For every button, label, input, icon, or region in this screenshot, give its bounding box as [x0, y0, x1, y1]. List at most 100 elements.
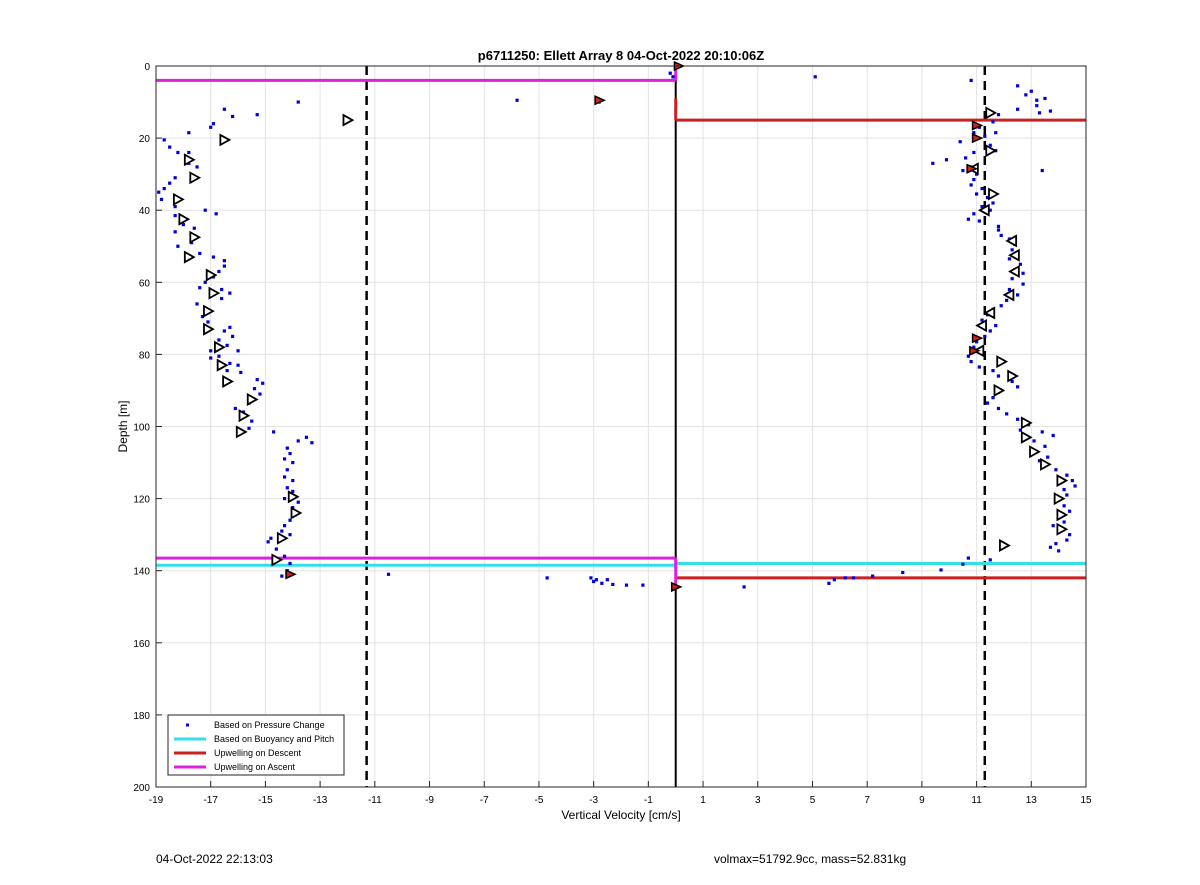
pressure-point [187, 150, 191, 155]
pressure-point [988, 329, 992, 333]
pressure-point [173, 214, 177, 218]
pressure-point [291, 506, 295, 510]
pressure-point [1018, 262, 1022, 266]
red-marker [971, 120, 984, 131]
pressure-point [1024, 93, 1028, 97]
pressure-point [282, 524, 287, 528]
pressure-point [969, 360, 973, 364]
pressure-point [988, 558, 992, 562]
x-tick-label: -3 [589, 795, 598, 806]
pressure-point [1065, 473, 1069, 477]
pressure-point [980, 204, 984, 209]
pressure-point [996, 406, 1001, 411]
pressure-point [996, 113, 1001, 117]
x-tick-label: -5 [534, 795, 543, 806]
pressure-point [274, 547, 278, 551]
descent-marker [1002, 288, 1015, 302]
ascent-marker [1040, 457, 1052, 471]
pressure-point [222, 264, 226, 268]
pressure-point [1046, 455, 1050, 459]
y-tick-label: 40 [139, 206, 151, 217]
pressure-point [1048, 545, 1053, 549]
pressure-point [1016, 385, 1020, 389]
pressure-point [961, 562, 965, 566]
pressure-point [974, 340, 979, 344]
pressure-point [222, 259, 226, 263]
pressure-point [624, 583, 629, 587]
pressure-point [230, 114, 235, 119]
pressure-point [1010, 248, 1014, 252]
grid [155, 65, 1087, 788]
pressure-point [1067, 509, 1072, 513]
pressure-point [181, 223, 185, 227]
pressure-point [972, 212, 976, 216]
pressure-point [1018, 428, 1022, 432]
pressure-point [1035, 104, 1039, 108]
pressure-point [988, 143, 992, 147]
ascent-marker [1056, 508, 1069, 522]
pressure-point [304, 435, 309, 439]
pressure-point [999, 304, 1003, 308]
ascent-marker [219, 133, 232, 147]
pressure-point [222, 107, 226, 111]
pressure-point [296, 439, 300, 443]
pressure-point [969, 183, 973, 187]
x-tick-labels: -19 -17 -15 -13 -11 -9 -7 -5 -3 -1 1 3 5 7 9 11 13 15 [149, 795, 1092, 806]
x-tick-label: -11 [368, 795, 382, 806]
pressure-point [813, 75, 817, 79]
legend-box [167, 714, 345, 776]
pressure-point [168, 181, 172, 185]
pressure-point [187, 131, 191, 135]
ascent-marker [290, 506, 303, 520]
pressure-point [1016, 293, 1020, 297]
x-tick-label: 11 [971, 795, 982, 806]
pressure-point [605, 578, 609, 582]
x-tick-label: 3 [755, 795, 761, 806]
pressure-point [189, 241, 194, 245]
ascent-marker [246, 392, 259, 406]
pressure-point [386, 572, 391, 576]
pressure-point [966, 354, 970, 358]
ascent-marker [999, 538, 1011, 552]
pressure-point [247, 426, 251, 430]
y-tick-label: 0 [144, 62, 150, 73]
pressure-point [972, 177, 976, 182]
x-tick-label: -13 [313, 795, 328, 806]
y-tick-label: 160 [133, 639, 150, 650]
y-axis-label: Depth [m] [116, 400, 130, 452]
pressure-point [282, 475, 287, 479]
pressure-point [157, 190, 161, 194]
pressure-point [296, 100, 300, 104]
pressure-point [222, 329, 226, 333]
pressure-point [1048, 109, 1053, 113]
pressure-point [972, 345, 976, 349]
y-tick-label: 60 [139, 278, 151, 289]
x-tick-label: -15 [258, 795, 273, 806]
pressure-point [282, 497, 287, 501]
x-tick-label: 7 [864, 795, 870, 806]
pressure-point [159, 197, 164, 201]
pressure-point [843, 576, 847, 580]
pressure-point [1007, 257, 1012, 261]
legend-label: Upwelling on Descent [214, 748, 302, 758]
descent-marker [977, 203, 990, 217]
pressure-point [217, 354, 221, 358]
pressure-point [871, 574, 875, 578]
pressure-point [611, 582, 615, 586]
pressure-point [236, 349, 240, 353]
pressure-point [999, 233, 1003, 238]
pressure-point [288, 451, 292, 456]
legend-label: Based on Buoyancy and Pitch [214, 734, 334, 744]
pressure-point [1005, 298, 1009, 302]
ascent-marker [271, 553, 284, 567]
pressure-point [1032, 439, 1036, 443]
y-tick-label: 180 [133, 711, 150, 722]
pressure-point [1062, 487, 1066, 492]
ascent-marker [216, 358, 229, 372]
pressure-point [1005, 412, 1009, 416]
x-tick-label: 1 [700, 795, 706, 806]
pressure-point [827, 581, 831, 585]
red-marker [670, 581, 683, 593]
x-tick-label: 15 [1080, 795, 1092, 806]
